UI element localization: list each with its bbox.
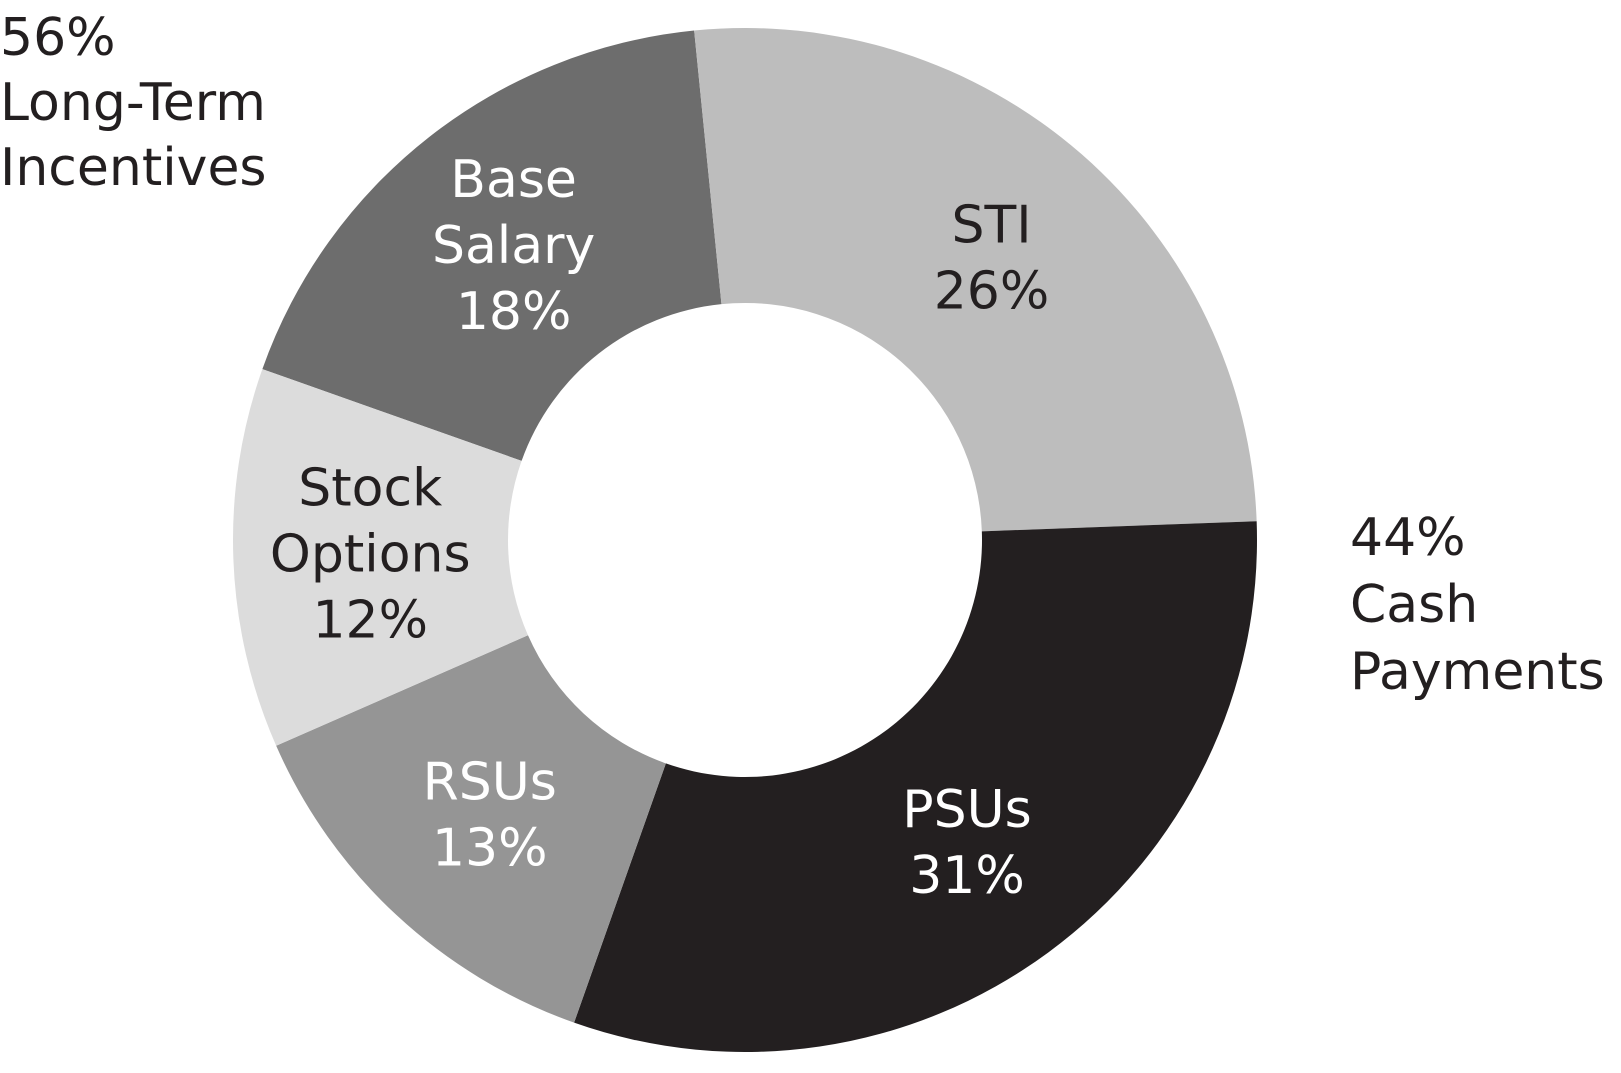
slice-value-sti: 26%	[934, 261, 1050, 321]
slice-label-line-base-salary: Base	[450, 150, 577, 210]
slice-label-line-stock-options: Options	[270, 525, 471, 585]
slice-label-psus: PSUs 31%	[902, 780, 1032, 906]
long-term-incentives-line-2: Incentives	[0, 138, 267, 198]
slice-label-line-rsus: RSUs	[423, 753, 557, 813]
slice-label-line-psus: PSUs	[902, 780, 1032, 840]
slice-rsus	[276, 635, 666, 1023]
cash-payments-line-1: Cash	[1350, 575, 1478, 635]
slice-label-line-base-salary: Salary	[432, 216, 595, 276]
slice-value-stock-options: 12%	[312, 591, 428, 651]
cash-payments-percent: 44%	[1350, 508, 1466, 568]
slice-sti	[694, 28, 1257, 532]
long-term-incentives-group-label: 56% Long-Term Incentives	[0, 8, 282, 198]
donut-slices	[233, 28, 1257, 1052]
slice-stock-options	[233, 369, 528, 746]
slice-label-rsus: RSUs 13%	[423, 753, 557, 879]
slice-label-line-stock-options: Stock	[298, 459, 442, 519]
slice-value-rsus: 13%	[432, 819, 548, 879]
long-term-incentives-line-1: Long-Term	[0, 73, 266, 133]
long-term-incentives-percent: 56%	[0, 8, 116, 68]
slice-value-base-salary: 18%	[456, 282, 572, 342]
slice-label-sti: STI 26%	[934, 195, 1050, 321]
slice-labels: Base Salary 18% STI 26% PSUs 31% RSUs 13% Stock Op…	[270, 150, 1049, 906]
slice-base-salary	[262, 30, 722, 461]
slice-label-base-salary: Base Salary 18%	[432, 150, 595, 342]
slice-label-stock-options: Stock Options 12%	[270, 459, 471, 651]
slice-value-psus: 31%	[909, 846, 1025, 906]
slice-label-line-sti: STI	[951, 195, 1031, 255]
cash-payments-line-2: Payments	[1350, 642, 1605, 702]
cash-payments-group-label: 44% Cash Payments	[1350, 508, 1605, 702]
slice-psus	[574, 521, 1257, 1052]
